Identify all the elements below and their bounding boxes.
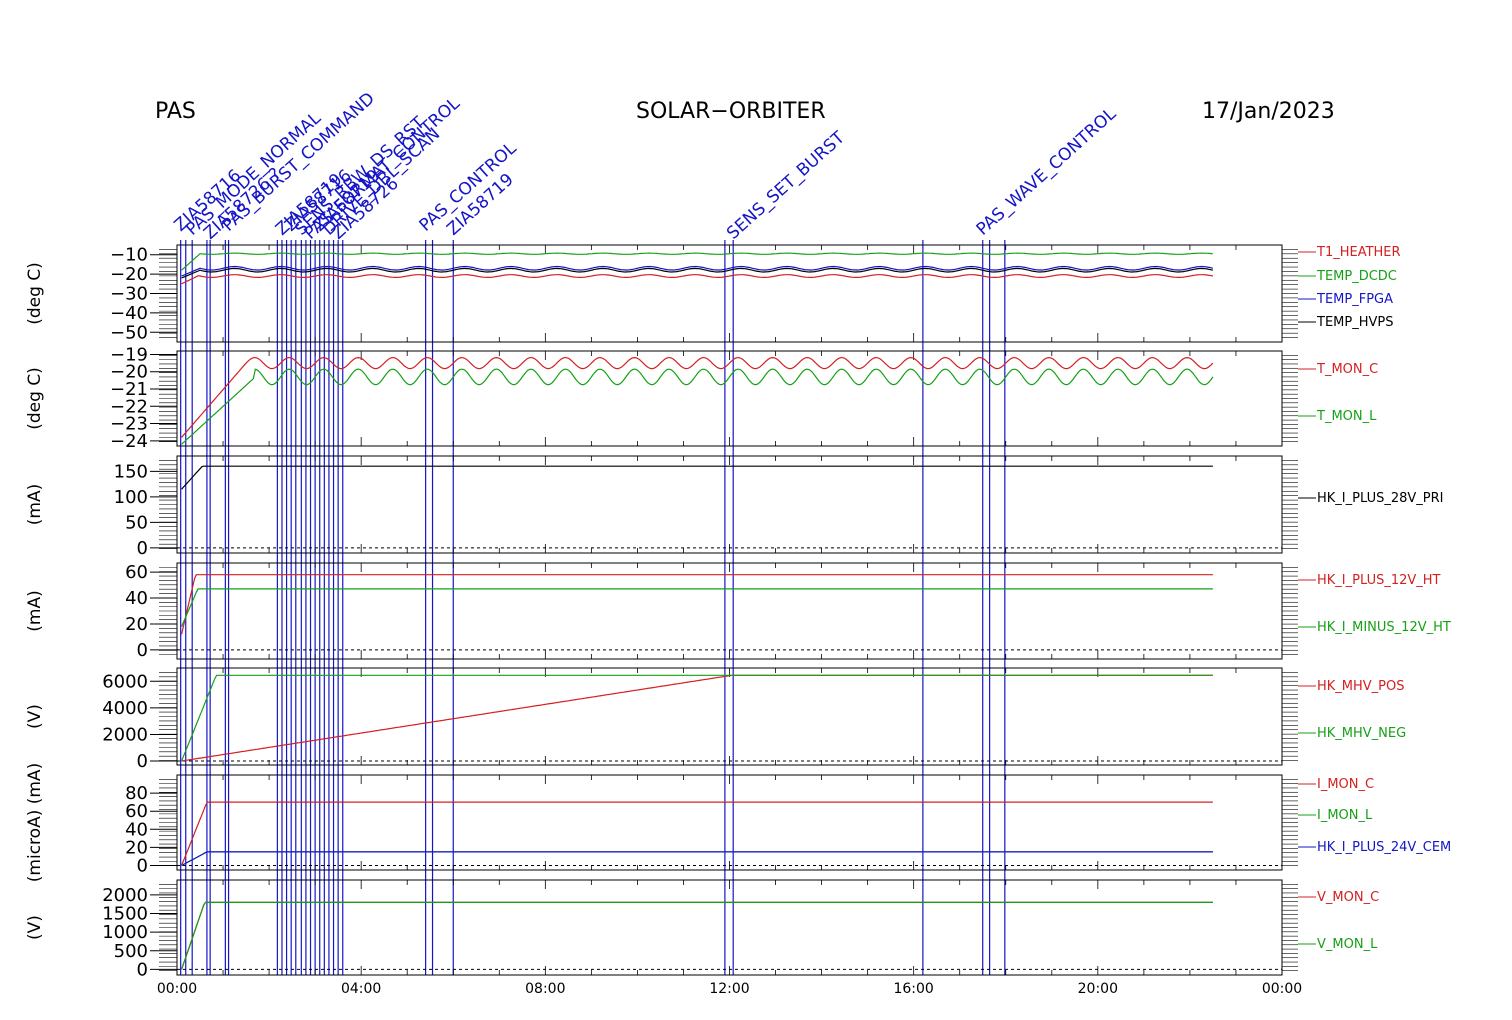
x-tick-label: 16:00 [893,981,933,997]
legend-label: HK_I_PLUS_28V_PRI [1317,491,1443,506]
legend-label: HK_I_PLUS_12V_HT [1317,573,1441,588]
y-tick-label: −30 [110,284,148,305]
legend-label: V_MON_L [1317,937,1378,952]
y-axis-label: (mA) [25,484,45,525]
event-label: PAS_WAVE_CONTROL [973,104,1121,240]
y-tick-label: 100 [114,487,148,508]
x-tick-label: 08:00 [525,981,565,997]
series-line [181,356,1214,438]
y-tick-label: 60 [125,562,148,583]
series-line [181,801,1213,866]
series-line [181,267,1214,279]
time-axis: 00:00 04:00 08:00 12:00 16:00 20:00 00:00 [157,981,1302,997]
legend-label: V_MON_C [1317,890,1379,905]
y-tick-label: −21 [110,379,148,400]
series-line [181,574,1213,635]
y-axis-label: (microA) (mA) [25,763,45,882]
panel-5: 6000 4000 2000 0 (V) HK_MHV_POS HK_MHV_NEG [25,667,1406,772]
y-tick-label: −22 [110,396,148,417]
y-tick-label: −23 [110,414,148,435]
x-tick-label: 00:00 [1262,981,1302,997]
y-tick-label: 50 [125,512,148,533]
legend-label: T_MON_C [1316,362,1378,377]
y-tick-label: 40 [125,819,148,840]
legend-label: HK_MHV_POS [1317,679,1405,694]
legend-label: I_MON_C [1317,777,1374,792]
y-tick-label: 1500 [102,904,148,925]
panel-4: 60 40 20 0 (mA) HK_I_PLUS_12V_HT HK_I_MINUS_12… [25,562,1451,661]
x-tick-label: 12:00 [709,981,749,997]
legend-label: TEMP_FPGA [1316,292,1393,307]
y-tick-label: 40 [125,588,148,609]
x-tick-label: 20:00 [1078,981,1118,997]
series-line [181,252,1213,271]
y-tick-label: 60 [125,801,148,822]
legend-label: TEMP_DCDC [1316,269,1397,284]
y-tick-label: −20 [110,362,148,383]
y-tick-label: 4000 [102,698,148,719]
date-title: 17/Jan/2023 [1202,99,1335,124]
y-tick-label: 0 [137,640,148,661]
y-tick-label: 500 [114,941,148,962]
series-line [181,274,1213,285]
y-tick-label: 0 [137,855,148,876]
y-tick-label: 6000 [102,671,148,692]
series-line [181,851,1213,867]
y-tick-label: 150 [114,461,148,482]
mission-title: SOLAR−ORBITER [636,99,826,124]
y-axis-label: (V) [25,704,45,729]
panel-2: −19−20−21−22−23−24 (deg C) T_MON_C T_MON_L [25,344,1378,451]
legend-label: HK_I_MINUS_12V_HT [1317,620,1451,635]
y-tick-label: 0 [137,538,148,559]
y-axis-label: (deg C) [25,262,45,325]
x-tick-label: 04:00 [341,981,381,997]
y-tick-label: 0 [137,751,148,772]
legend-label: I_MON_L [1317,808,1373,823]
y-tick-label: 1000 [102,922,148,943]
panel-1: −10−20−30−40−50 (deg C) T1_HEATHER TEMP_DCD… [25,244,1401,343]
legend-label: TEMP_HVPS [1316,315,1393,330]
series-line [181,674,1213,762]
y-axis-label: (mA) [25,590,45,631]
y-tick-label: 0 [137,959,148,980]
legend-label: T1_HEATHER [1316,245,1401,260]
panel-3: 150 100 50 0 (mA) HK_I_PLUS_28V_PRI [25,455,1443,559]
y-tick-label: 2000 [102,885,148,906]
y-axis-label: (deg C) [25,367,45,430]
instrument-title: PAS [155,99,196,124]
series-line [181,368,1214,445]
legend-label: T_MON_L [1316,409,1377,424]
series-line [181,265,1214,277]
y-tick-label: 2000 [102,724,148,745]
y-tick-label: −50 [110,322,148,343]
legend-label: HK_I_PLUS_24V_CEM [1317,840,1451,855]
y-tick-label: −10 [110,245,148,266]
series-line [181,851,1213,867]
series-line [181,901,1213,970]
event-label: SENS_SET_BURST [723,127,849,243]
series-line [181,465,1213,490]
y-tick-label: −19 [110,344,148,365]
y-tick-label: 20 [125,614,148,635]
y-tick-label: 80 [125,783,148,804]
y-tick-label: −40 [110,303,148,324]
series-line [181,674,1213,762]
y-tick-label: 20 [125,837,148,858]
y-tick-label: −24 [110,431,148,452]
series-line [181,901,1213,970]
y-axis-label: (V) [25,915,45,940]
y-tick-label: −20 [110,264,148,285]
plot-panels: −10−20−30−40−50(deg C)T1_HEATHERTEMP_DCD… [25,244,1451,980]
series-line [181,588,1213,627]
legend-label: HK_MHV_NEG [1317,726,1406,741]
x-tick-label: 00:00 [157,981,197,997]
